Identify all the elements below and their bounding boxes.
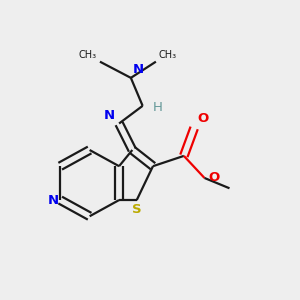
Text: H: H <box>153 101 163 114</box>
Text: O: O <box>208 172 219 184</box>
Text: CH₃: CH₃ <box>79 50 97 60</box>
Text: N: N <box>132 63 143 76</box>
Text: N: N <box>103 109 115 122</box>
Text: CH₃: CH₃ <box>159 50 177 60</box>
Text: N: N <box>48 194 59 207</box>
Text: S: S <box>132 203 142 216</box>
Text: O: O <box>197 112 208 125</box>
